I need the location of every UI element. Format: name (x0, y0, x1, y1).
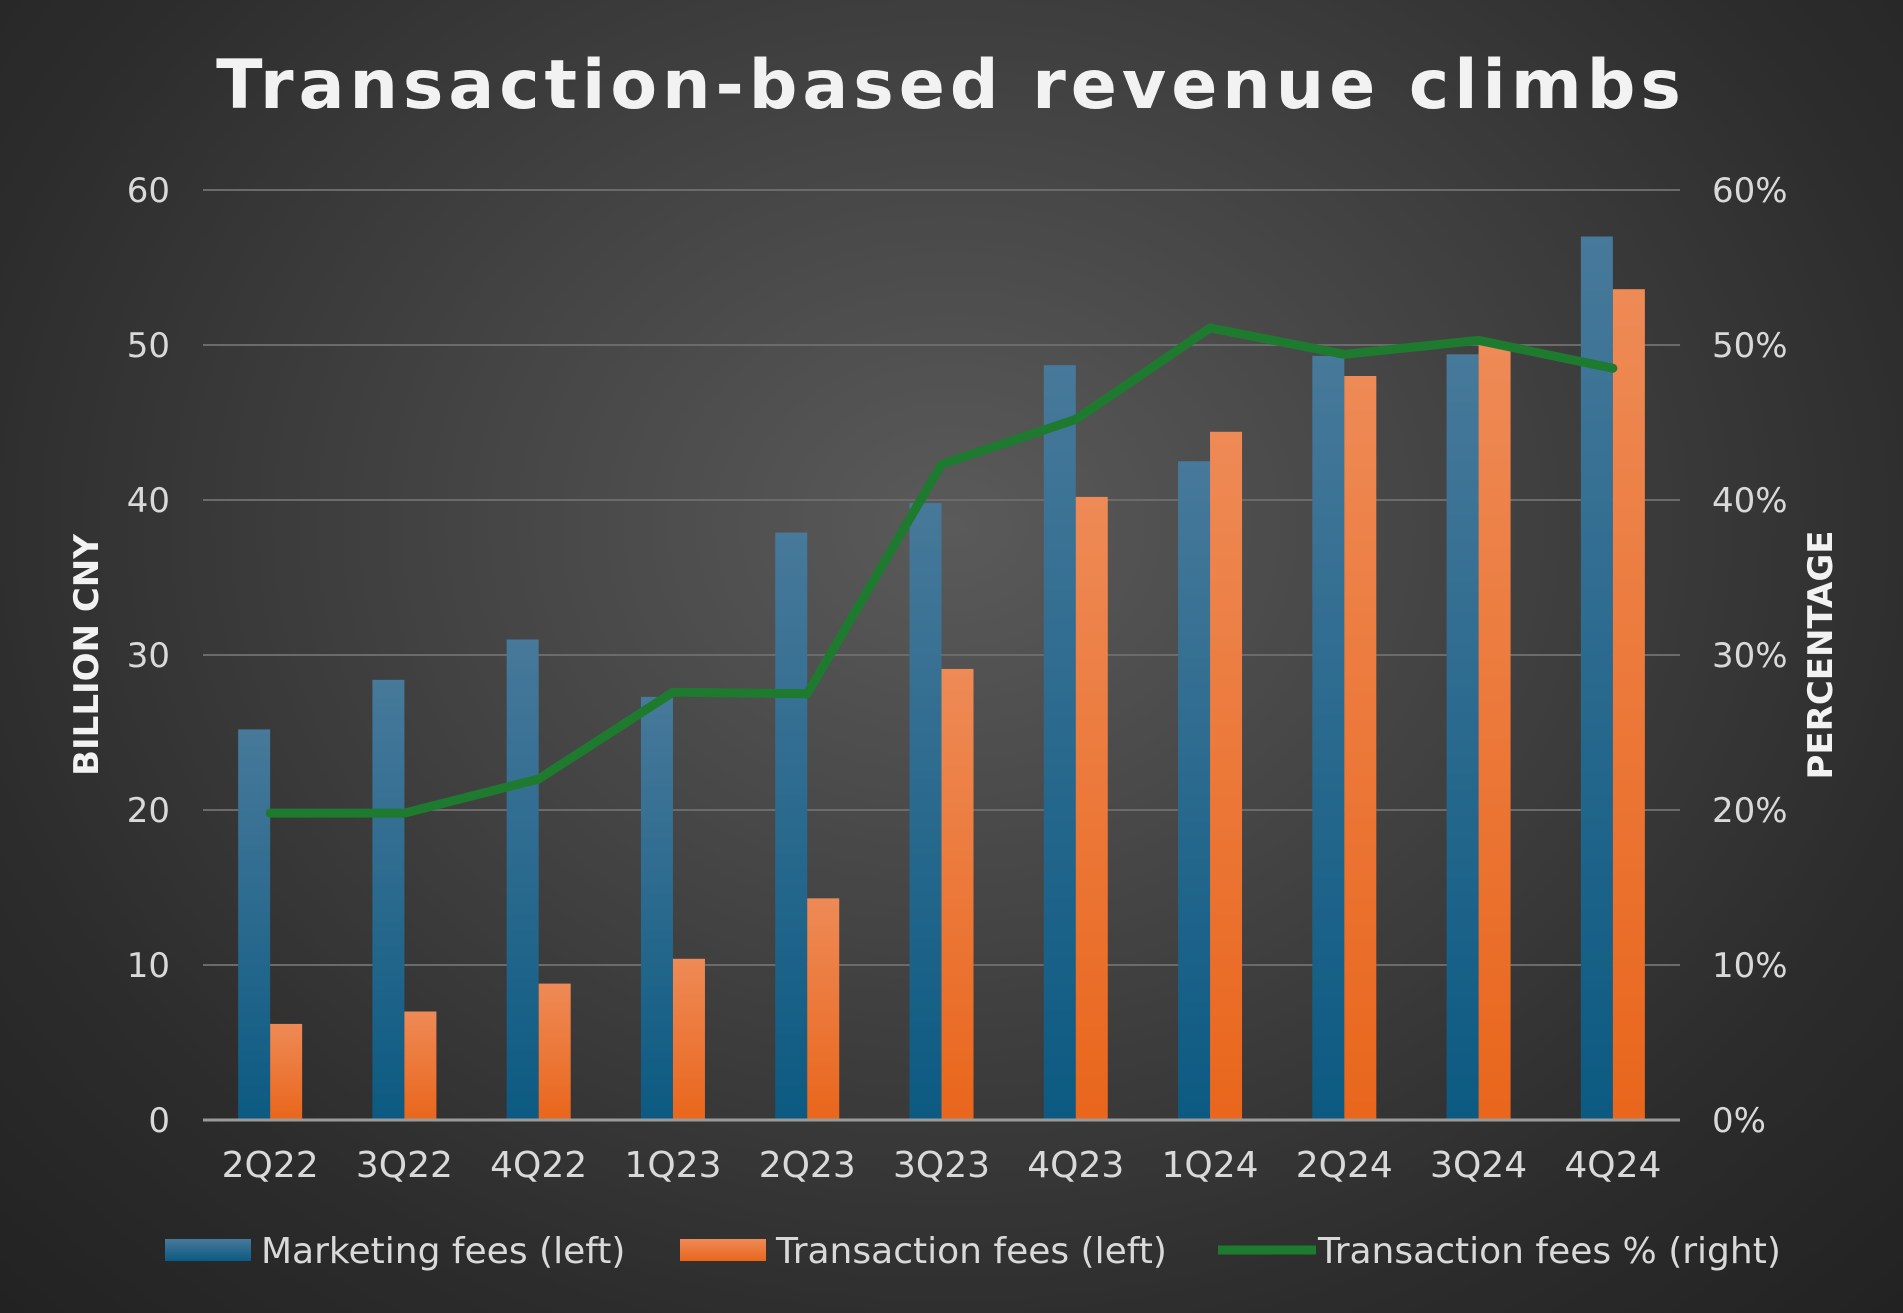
y2-axis-ticks: 0% 10% 20% 30% 40% 50% 60% (1712, 171, 1788, 1141)
legend-transaction-fees-swatch (680, 1239, 766, 1261)
bar-marketing-fees (1580, 236, 1613, 1120)
x-tick-label: 3Q24 (1430, 1145, 1527, 1186)
bar-marketing-fees (1446, 354, 1479, 1120)
x-tick-label: 1Q24 (1162, 1145, 1259, 1186)
bar-marketing-fees (909, 503, 942, 1121)
y-tick-label: 10 (127, 946, 170, 986)
y-tick-label: 20 (127, 791, 170, 831)
y-tick-label: 60 (127, 171, 170, 211)
bar-transaction-fees (538, 983, 571, 1120)
x-axis-ticks: 2Q22 3Q22 4Q22 1Q23 2Q23 3Q23 4Q23 1Q24 2Q24 3Q24… (222, 1145, 1662, 1186)
y2-tick-label: 40% (1712, 481, 1788, 521)
bar-marketing-fees (775, 532, 808, 1120)
legend-transaction-fees-label: Transaction fees (left) (775, 1231, 1167, 1272)
legend-transaction-fees-pct-label: Transaction fees % (right) (1317, 1231, 1781, 1272)
bar-transaction-fees (807, 898, 840, 1120)
y-tick-label: 40 (127, 481, 170, 521)
legend-marketing-fees-swatch (165, 1239, 251, 1261)
y2-axis-label: PERCENTAGE (1801, 531, 1841, 780)
y-tick-label: 30 (127, 636, 170, 676)
bar-transaction-fees (270, 1023, 303, 1120)
bar-marketing-fees (238, 729, 271, 1120)
x-tick-label: 1Q23 (624, 1145, 721, 1186)
x-tick-label: 4Q22 (490, 1145, 587, 1186)
x-tick-label: 4Q24 (1564, 1145, 1661, 1186)
x-tick-label: 3Q23 (893, 1145, 990, 1186)
bar-marketing-fees (372, 679, 405, 1120)
bar-marketing-fees (1312, 355, 1345, 1121)
y-axis-ticks: 0 10 20 30 40 50 60 (127, 171, 170, 1141)
x-tick-label: 3Q22 (356, 1145, 453, 1186)
bar-marketing-fees (1043, 365, 1076, 1120)
bar-marketing-fees (1178, 461, 1211, 1120)
bar-transaction-fees (1478, 345, 1511, 1120)
y-tick-label: 50 (127, 326, 170, 366)
x-tick-label: 2Q23 (759, 1145, 856, 1186)
bar-transaction-fees (1344, 376, 1377, 1120)
bar-transaction-fees (1210, 431, 1243, 1120)
legend-marketing-fees-label: Marketing fees (left) (261, 1231, 625, 1272)
x-tick-label: 2Q24 (1296, 1145, 1393, 1186)
y-tick-label: 0 (148, 1101, 170, 1141)
y2-tick-label: 20% (1712, 791, 1788, 831)
y2-tick-label: 30% (1712, 636, 1788, 676)
transaction-fees-pct-line (265, 323, 1618, 818)
x-tick-label: 2Q22 (222, 1145, 319, 1186)
bars (238, 236, 1645, 1121)
bar-marketing-fees (506, 639, 539, 1120)
bar-transaction-fees (941, 668, 974, 1120)
y2-tick-label: 10% (1712, 946, 1788, 986)
x-tick-label: 4Q23 (1027, 1145, 1124, 1186)
y2-tick-label: 60% (1712, 171, 1788, 211)
bar-transaction-fees (672, 958, 705, 1120)
legend: Marketing fees (left) Transaction fees (l… (165, 1231, 1781, 1272)
bar-marketing-fees (640, 696, 673, 1120)
percentage-line-layer (265, 323, 1618, 818)
chart-title: Transaction-based revenue climbs (216, 46, 1686, 125)
y2-tick-label: 0% (1712, 1101, 1766, 1141)
y-axis-label: BILLION CNY (67, 534, 107, 776)
y2-tick-label: 50% (1712, 326, 1788, 366)
bar-transaction-fees (1612, 289, 1645, 1120)
bar-transaction-fees (1075, 496, 1108, 1120)
bar-transaction-fees (404, 1011, 437, 1120)
